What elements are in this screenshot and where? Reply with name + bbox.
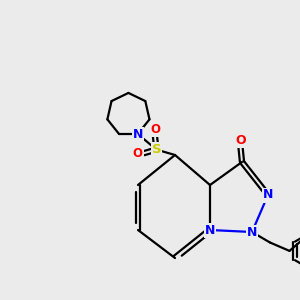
Text: N: N <box>247 226 257 238</box>
Text: N: N <box>205 224 215 236</box>
Text: S: S <box>152 143 161 156</box>
Text: O: O <box>133 147 143 160</box>
Text: O: O <box>150 123 160 136</box>
Text: N: N <box>263 188 273 202</box>
Text: O: O <box>235 134 246 148</box>
Text: N: N <box>133 128 143 140</box>
